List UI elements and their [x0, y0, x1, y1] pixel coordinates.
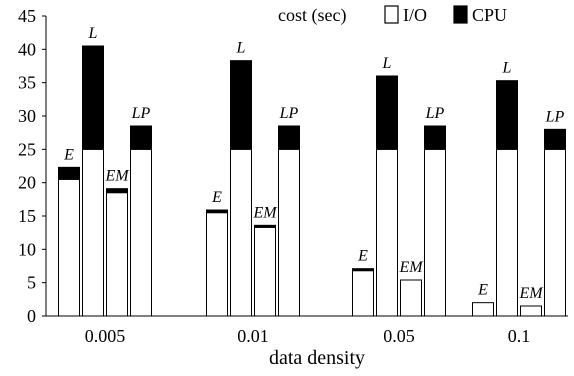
bar-label: E — [357, 248, 368, 265]
bar-io — [254, 226, 276, 317]
y-tick-label: 25 — [18, 139, 36, 159]
legend-entry-label: I/O — [403, 5, 427, 25]
x-tick-label: 0.1 — [508, 326, 531, 346]
bar-io — [496, 148, 518, 317]
bar-label: E — [211, 189, 222, 206]
bar-label: L — [382, 55, 392, 72]
bar-io — [376, 148, 398, 317]
bar-label: EM — [398, 259, 424, 276]
bar-cpu — [82, 45, 104, 150]
axes: 0 5 10 15 20 25 30 35 40 45 0.005 0.01 0.05 0.1 data d… — [18, 6, 568, 369]
y-tick-label: 35 — [18, 73, 36, 93]
legend-title: cost (sec) — [278, 5, 346, 26]
bar-io — [58, 178, 80, 317]
legend-entry-label: CPU — [472, 5, 507, 25]
bar-label: EM — [518, 285, 544, 302]
bar-cpu — [376, 75, 398, 150]
y-tick-label: 0 — [27, 306, 36, 326]
bar-io — [278, 148, 300, 317]
x-tick-label: 0.01 — [237, 326, 269, 346]
legend-swatch — [453, 5, 468, 24]
legend: cost (sec) I/O CPU — [278, 5, 507, 26]
bar-cpu — [206, 209, 228, 214]
bar-io — [472, 302, 494, 317]
bar-io — [400, 279, 422, 317]
bar-cpu — [278, 125, 300, 150]
bar-label: E — [63, 146, 74, 163]
bar-label: EM — [104, 168, 130, 185]
bar-io — [230, 148, 252, 317]
bar-label: LP — [131, 105, 151, 122]
bar-cpu — [496, 80, 518, 150]
bar-cpu — [58, 166, 80, 180]
bar-labels: E L EM LP E L EM LP E L EM LP E L EM LP — [63, 25, 564, 302]
bar-label: E — [477, 282, 488, 299]
bar-io — [130, 148, 152, 317]
y-tick-label: 40 — [18, 39, 36, 59]
bar-io — [544, 148, 566, 317]
bar-label: LP — [545, 108, 565, 125]
y-tick-label: 45 — [18, 6, 36, 26]
bar-cpu — [254, 224, 276, 228]
bar-io — [206, 212, 228, 317]
y-tick-label: 20 — [18, 173, 36, 193]
legend-swatch — [384, 5, 399, 24]
bars — [58, 45, 566, 317]
bar-cpu — [106, 188, 128, 194]
x-axis-title: data density — [269, 347, 365, 369]
bar-io — [520, 305, 542, 317]
y-tick-label: 15 — [18, 206, 36, 226]
bar-io — [352, 270, 374, 317]
bar-io — [424, 148, 446, 317]
y-tick-label: 30 — [18, 106, 36, 126]
y-tick-label: 5 — [27, 273, 36, 293]
bar-label: L — [88, 25, 98, 42]
bar-cpu — [544, 128, 566, 150]
x-tick-label: 0.05 — [383, 326, 415, 346]
bar-io — [82, 148, 104, 317]
bar-cpu — [424, 125, 446, 150]
bar-label: EM — [252, 204, 278, 221]
y-tick-label: 10 — [18, 239, 36, 259]
bar-label: LP — [425, 105, 445, 122]
bar-cpu — [230, 60, 252, 150]
bar-label: LP — [279, 105, 299, 122]
bar-io — [106, 192, 128, 317]
bar-label: L — [236, 40, 246, 57]
bar-label: L — [502, 60, 512, 77]
bar-cpu — [130, 125, 152, 150]
x-tick-label: 0.005 — [85, 326, 126, 346]
bar-cpu — [352, 268, 374, 272]
